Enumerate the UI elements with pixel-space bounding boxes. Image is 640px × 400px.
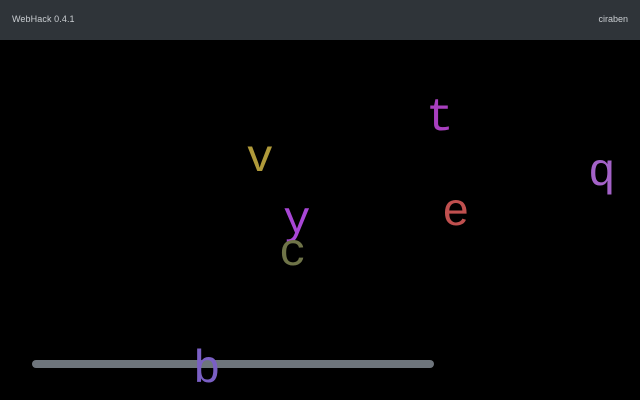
- monster-glyph-b[interactable]: b: [193, 344, 221, 396]
- user-name[interactable]: ciraben: [598, 14, 628, 24]
- monster-glyph-c[interactable]: c: [279, 227, 307, 279]
- monster-glyph-e[interactable]: e: [442, 187, 470, 239]
- monster-glyph-y[interactable]: y: [283, 195, 311, 247]
- top-bar: WebHack 0.4.1 ciraben: [0, 0, 640, 40]
- app-title: WebHack 0.4.1: [12, 14, 75, 24]
- status-bar: [32, 360, 434, 368]
- monster-glyph-q[interactable]: q: [588, 147, 616, 199]
- game-map[interactable]: t v q e y c b: [0, 40, 640, 400]
- monster-glyph-t[interactable]: t: [426, 92, 454, 144]
- monster-glyph-v[interactable]: v: [246, 133, 274, 185]
